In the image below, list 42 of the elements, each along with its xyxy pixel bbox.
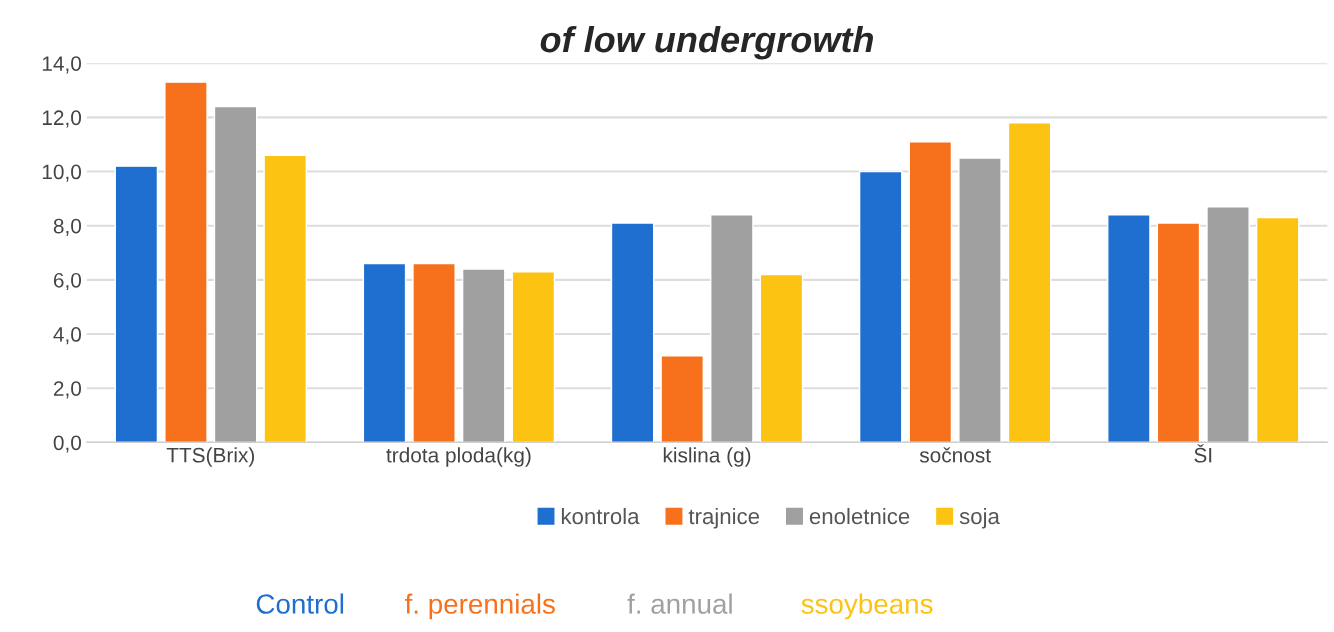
bar (1007, 122, 1052, 443)
bar (511, 271, 556, 443)
y-tick-label: 2,0 (53, 381, 82, 399)
legend-label: soja (959, 507, 1000, 529)
y-tick-label: 0,0 (53, 435, 82, 453)
text: ssoybeans (801, 593, 933, 620)
legend-label: trajnice (688, 507, 760, 529)
y-tick-label: 4,0 (53, 327, 82, 345)
bar (1156, 222, 1201, 443)
bar (710, 214, 754, 443)
text: Control (256, 593, 344, 614)
bar (660, 355, 704, 443)
x-tick-label: ŠI (1194, 444, 1212, 463)
x-tick-label: sočnost (919, 447, 991, 463)
bar (164, 81, 208, 443)
bar (1255, 216, 1300, 443)
x-tick-label: kislina (g) (663, 447, 751, 467)
bar (412, 262, 456, 443)
bar (858, 170, 903, 443)
y-tick-label: 8,0 (53, 218, 82, 236)
y-tick-label: 12,0 (42, 110, 82, 128)
bar (908, 141, 953, 443)
chart-title: of low undergrowth (540, 25, 874, 60)
x-tick-label: TTS(Brix) (166, 447, 255, 467)
bar (958, 157, 1002, 443)
bar (1107, 214, 1151, 443)
bar (362, 262, 407, 443)
y-tick-label: 14,0 (42, 56, 82, 74)
x-tick-label: trdota ploda(kg) (386, 447, 531, 467)
bar (610, 222, 655, 443)
bar (114, 165, 159, 443)
legend-label: kontrola (561, 507, 640, 525)
bar (461, 268, 506, 443)
bar (1206, 206, 1250, 443)
y-tick-label: 10,0 (42, 164, 82, 182)
legend-label: enoletnice (809, 507, 910, 525)
bar (759, 273, 804, 443)
text: f. perennials (404, 593, 555, 620)
text: f. annual (627, 593, 732, 614)
bar (263, 154, 307, 443)
y-tick-label: 6,0 (53, 272, 82, 291)
bar (213, 105, 258, 443)
